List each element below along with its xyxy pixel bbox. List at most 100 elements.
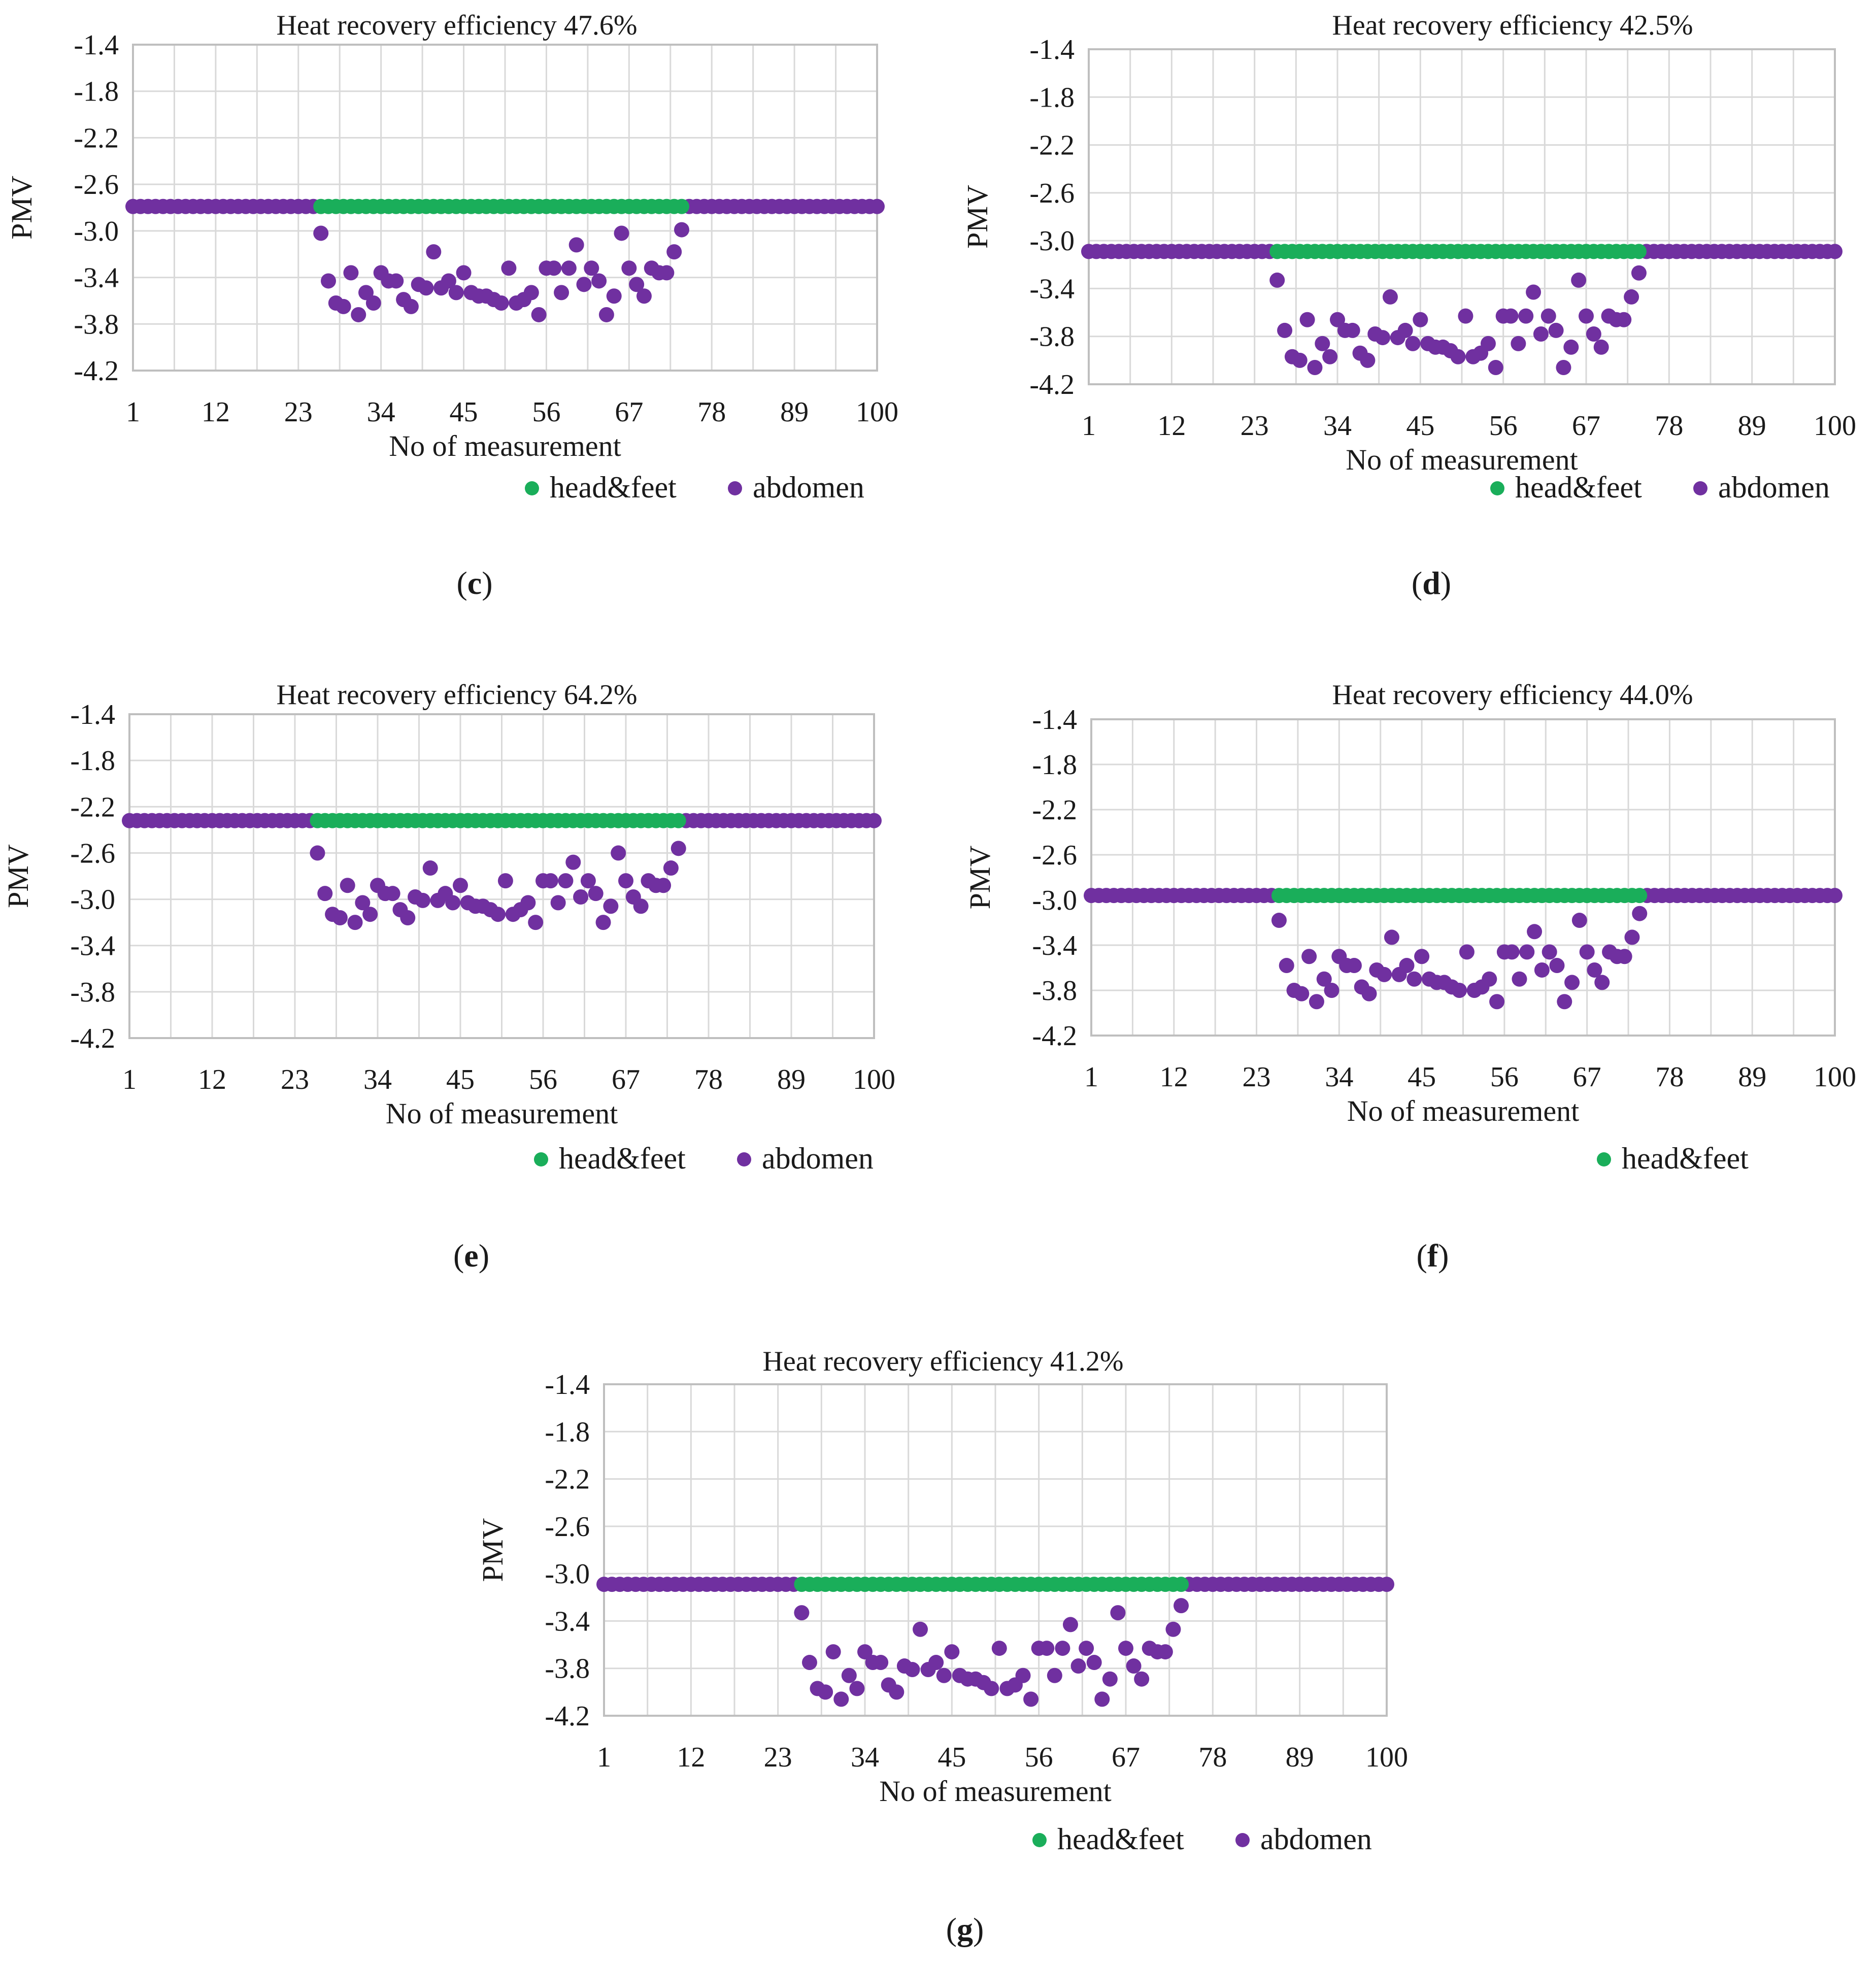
x-tick-label: 89 bbox=[1738, 1061, 1766, 1093]
abdomen-point bbox=[1489, 994, 1505, 1010]
abdomen-point bbox=[1397, 322, 1413, 338]
legend: head&feet bbox=[1597, 1142, 1749, 1175]
abdomen-point bbox=[1548, 322, 1564, 338]
data-points bbox=[125, 198, 885, 322]
abdomen-point bbox=[317, 886, 333, 902]
abdomen-point bbox=[365, 295, 381, 311]
x-axis-label: No of measurement bbox=[879, 1775, 1111, 1808]
y-tick-label: -2.2 bbox=[74, 122, 119, 154]
x-tick-label: 45 bbox=[1406, 410, 1434, 442]
x-tick-label: 12 bbox=[202, 396, 230, 428]
y-axis-label: PMV bbox=[476, 1518, 509, 1582]
abdomen-point bbox=[794, 1605, 810, 1621]
abdomen-point bbox=[1324, 983, 1339, 998]
y-tick-label: -4.2 bbox=[1032, 1020, 1077, 1052]
x-tick-label: 100 bbox=[856, 396, 898, 428]
abdomen-point bbox=[1518, 308, 1534, 324]
y-tick-label: -3.8 bbox=[1032, 975, 1077, 1007]
x-tick-label: 45 bbox=[450, 396, 478, 428]
x-axis-label: No of measurement bbox=[1347, 1094, 1579, 1127]
chart-title: Heat recovery efficiency 44.0% bbox=[1332, 679, 1693, 711]
abdomen-point bbox=[355, 895, 371, 911]
abdomen-point bbox=[603, 898, 619, 914]
abdomen-point bbox=[321, 273, 337, 289]
head-feet-point bbox=[1174, 1577, 1189, 1592]
abdomen-point bbox=[1594, 975, 1610, 990]
x-tick-label: 23 bbox=[764, 1742, 792, 1773]
abdomen-point bbox=[1330, 312, 1345, 327]
y-tick-label: -2.2 bbox=[1029, 130, 1075, 161]
abdomen-point bbox=[1503, 308, 1519, 324]
abdomen-point bbox=[1279, 958, 1294, 974]
chart-title: Heat recovery efficiency 41.2% bbox=[762, 1346, 1123, 1377]
abdomen-point bbox=[629, 277, 645, 292]
abdomen-point bbox=[403, 298, 419, 314]
abdomen-point bbox=[456, 265, 472, 281]
abdomen-point bbox=[1118, 1641, 1133, 1656]
abdomen-point bbox=[595, 915, 611, 930]
legend-marker-abdomen bbox=[1235, 1833, 1250, 1847]
abdomen-point bbox=[1015, 1668, 1031, 1683]
x-tick-label: 56 bbox=[1489, 410, 1518, 442]
x-tick-label: 67 bbox=[1112, 1742, 1140, 1773]
y-tick-label: -3.8 bbox=[70, 977, 115, 1008]
abdomen-point bbox=[1631, 265, 1647, 281]
x-tick-label: 1 bbox=[597, 1742, 611, 1773]
abdomen-point bbox=[490, 907, 506, 922]
x-tick-label: 45 bbox=[446, 1064, 475, 1095]
abdomen-point bbox=[1039, 1641, 1055, 1656]
y-tick-label: -4.2 bbox=[70, 1023, 115, 1054]
abdomen-point bbox=[418, 280, 434, 296]
abdomen-point bbox=[347, 915, 363, 930]
legend-marker-abdomen bbox=[737, 1152, 751, 1166]
abdomen-point bbox=[849, 1681, 865, 1696]
x-tick-label: 23 bbox=[1241, 410, 1269, 442]
abdomen-point bbox=[1450, 349, 1466, 364]
abdomen-point bbox=[1047, 1668, 1062, 1683]
abdomen-point bbox=[388, 273, 404, 289]
x-tick-label: 23 bbox=[1243, 1061, 1271, 1093]
abdomen-point bbox=[1527, 924, 1543, 940]
abdomen-point bbox=[310, 845, 325, 861]
x-tick-label: 89 bbox=[1738, 410, 1766, 442]
abdomen-point bbox=[1157, 1644, 1173, 1660]
abdomen-point bbox=[636, 288, 652, 304]
abdomen-point bbox=[1480, 336, 1496, 351]
abdomen-point bbox=[453, 878, 468, 893]
abdomen-point bbox=[497, 873, 513, 889]
x-tick-label: 67 bbox=[1572, 410, 1600, 442]
abdomen-point bbox=[1405, 336, 1421, 351]
y-tick-label: -1.8 bbox=[1032, 749, 1077, 781]
abdomen-point bbox=[415, 892, 430, 908]
abdomen-point bbox=[1586, 326, 1601, 342]
x-tick-label: 67 bbox=[1573, 1061, 1601, 1093]
abdomen-point bbox=[588, 886, 604, 902]
abdomen-point bbox=[332, 910, 348, 926]
abdomen-point bbox=[1271, 913, 1287, 928]
abdomen-point bbox=[520, 895, 536, 911]
legend-label: head&feet bbox=[559, 1142, 686, 1175]
abdomen-point bbox=[1110, 1605, 1126, 1621]
y-tick-label: -4.2 bbox=[1029, 369, 1075, 401]
x-tick-label: 78 bbox=[1655, 1061, 1684, 1093]
data-points bbox=[1081, 244, 1842, 375]
abdomen-point bbox=[554, 285, 570, 301]
y-tick-label: -3.4 bbox=[1032, 930, 1077, 961]
abdomen-point bbox=[621, 260, 637, 276]
abdomen-point bbox=[666, 244, 682, 260]
y-tick-label: -2.6 bbox=[1032, 840, 1077, 871]
legend-label: head&feet bbox=[1622, 1142, 1749, 1175]
abdomen-point bbox=[618, 873, 633, 889]
data-points bbox=[122, 813, 882, 930]
x-tick-label: 67 bbox=[612, 1064, 640, 1095]
abdomen-point bbox=[546, 260, 562, 276]
abdomen-point bbox=[1406, 971, 1422, 987]
chart-panel-e: Heat recovery efficiency 64.2% -1.4 -1.8 -2… bbox=[2, 679, 895, 1274]
x-tick-label: 34 bbox=[1323, 410, 1352, 442]
abdomen-point bbox=[1579, 308, 1594, 324]
y-tick-label: -2.2 bbox=[1032, 794, 1077, 826]
gridlines bbox=[604, 1383, 1387, 1717]
legend-label: head&feet bbox=[550, 471, 677, 504]
abdomen-point bbox=[904, 1662, 920, 1678]
abdomen-point bbox=[1346, 958, 1362, 974]
